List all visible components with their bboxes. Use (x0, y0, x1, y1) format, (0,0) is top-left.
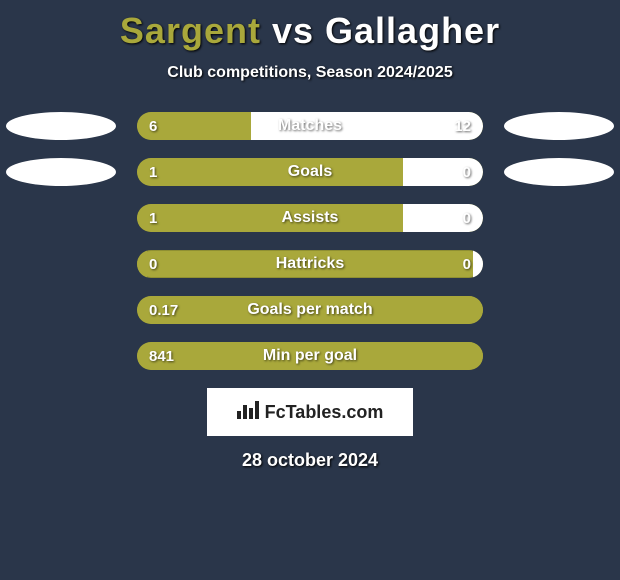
vs-text: vs (272, 10, 314, 51)
bar-right-fill (403, 204, 483, 232)
comparison-title: Sargent vs Gallagher (0, 0, 620, 52)
stats-chart: 612Matches10Goals10Assists00Hattricks0.1… (0, 112, 620, 370)
player2-name: Gallagher (325, 10, 500, 51)
snapshot-date: 28 october 2024 (0, 450, 620, 471)
stat-value-left: 1 (149, 210, 157, 227)
stat-row: 10Assists (0, 204, 620, 232)
stat-value-left: 6 (149, 118, 157, 135)
bar-right-fill (473, 250, 483, 278)
player1-name: Sargent (120, 10, 261, 51)
bars-icon (237, 401, 259, 424)
bar-left-fill (137, 296, 483, 324)
stat-bar: 0.17Goals per match (137, 296, 483, 324)
stat-row: 0.17Goals per match (0, 296, 620, 324)
stat-bar: 612Matches (137, 112, 483, 140)
stat-value-left: 1 (149, 164, 157, 181)
bar-left-fill (137, 158, 403, 186)
stat-bar: 10Goals (137, 158, 483, 186)
bar-left-fill (137, 250, 147, 278)
stat-value-right: 0 (463, 164, 471, 181)
bar-right-fill (403, 158, 483, 186)
stat-label: Hattricks (137, 255, 483, 273)
stat-row: 0 0Hattricks (0, 250, 620, 278)
subtitle: Club competitions, Season 2024/2025 (0, 64, 620, 82)
stat-row: 841Min per goal (0, 342, 620, 370)
player2-badge-oval (504, 112, 614, 140)
player2-badge-oval (504, 158, 614, 186)
stat-bar: 0 0Hattricks (137, 250, 483, 278)
bar-left-fill (137, 204, 403, 232)
logo-text: FcTables.com (265, 402, 384, 423)
stat-value-right: 0 (463, 210, 471, 227)
stat-value-right: 12 (454, 118, 471, 135)
player1-badge-oval (6, 112, 116, 140)
player1-badge-oval (6, 158, 116, 186)
stat-value-right: 0 (463, 256, 471, 273)
stat-row: 612Matches (0, 112, 620, 140)
fctables-logo: FcTables.com (207, 388, 413, 436)
stat-row: 10Goals (0, 158, 620, 186)
bar-left-fill (137, 342, 483, 370)
bar-right-fill (251, 112, 483, 140)
stat-value-left: 0.17 (149, 302, 178, 319)
stat-value-left: 841 (149, 348, 174, 365)
stat-value-left: 0 (149, 256, 157, 273)
stat-bar: 841Min per goal (137, 342, 483, 370)
stat-bar: 10Assists (137, 204, 483, 232)
